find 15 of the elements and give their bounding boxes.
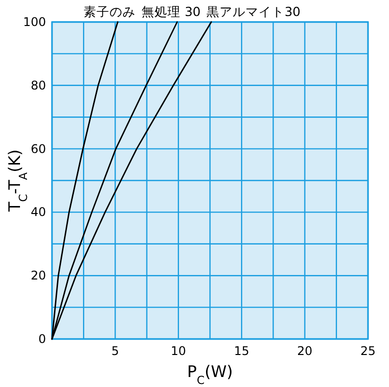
series-label: 素子のみ xyxy=(84,4,136,19)
y-tick-label: 0 xyxy=(38,332,46,346)
x-tick-label: 25 xyxy=(360,344,376,358)
y-tick-label: 20 xyxy=(30,268,46,283)
y-tick-label: 60 xyxy=(30,142,46,156)
y-tick-label: 40 xyxy=(30,205,46,220)
x-tick-label: 20 xyxy=(297,344,312,358)
x-axis-title: P$_{C}$(W) xyxy=(187,362,233,386)
series-label: 無処理 30 xyxy=(142,4,201,19)
x-tick-label: 15 xyxy=(234,344,250,358)
x-tick-label: 5 xyxy=(111,344,120,358)
y-tick-label: 100 xyxy=(23,15,46,29)
x-tick-label: 10 xyxy=(170,344,186,358)
y-tick-label: 80 xyxy=(30,78,46,92)
series-label: 黒アルマイト30 xyxy=(206,4,301,19)
